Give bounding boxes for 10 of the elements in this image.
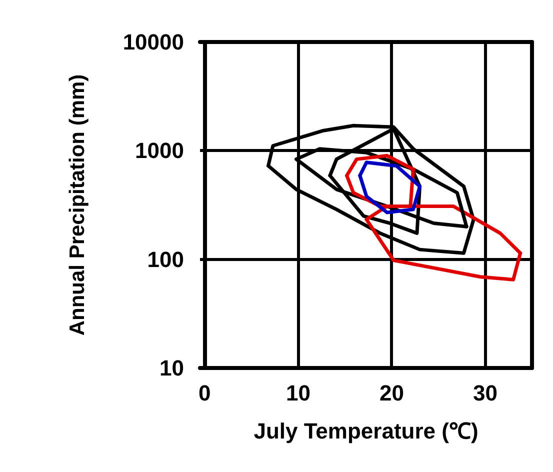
x-tick-label: 20 <box>379 380 404 406</box>
x-tick-label: 30 <box>472 380 498 406</box>
y-axis-title: Annual Precipitation (mm) <box>66 74 89 336</box>
y-tick-label: 1000 <box>135 138 184 164</box>
y-tick-label: 100 <box>147 246 184 272</box>
y-tick-label: 10 <box>160 356 184 380</box>
x-axis-title: July Temperature (℃) <box>254 418 478 444</box>
x-tick-label: 0 <box>198 380 211 406</box>
y-tick-label: 10000 <box>122 30 184 54</box>
x-tick-label: 10 <box>286 380 310 406</box>
